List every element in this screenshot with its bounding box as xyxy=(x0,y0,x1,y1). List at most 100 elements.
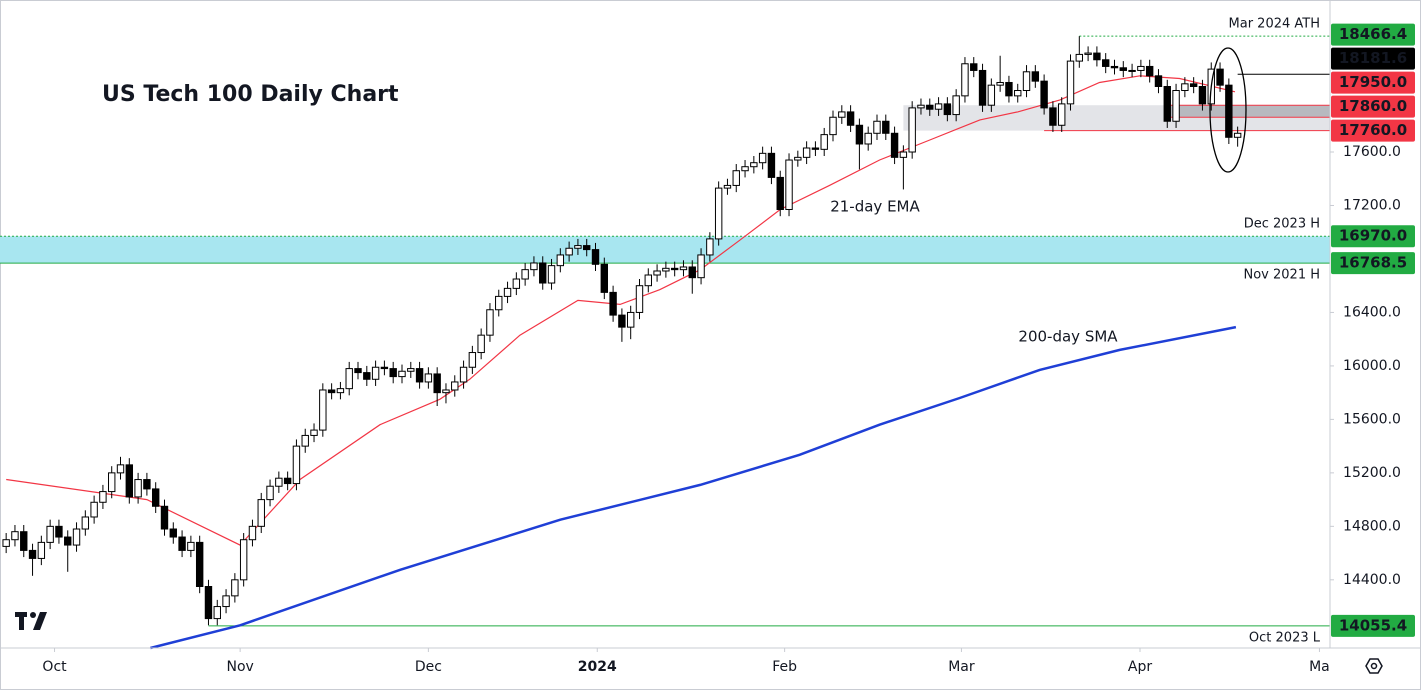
candle-body xyxy=(380,366,389,370)
candle-body xyxy=(46,525,54,543)
candle-body xyxy=(433,373,441,394)
candle-body xyxy=(653,270,661,276)
candle-body xyxy=(459,366,468,383)
candle-body xyxy=(90,501,98,518)
candle-body xyxy=(108,472,116,493)
candle-body xyxy=(978,69,987,106)
candle-body xyxy=(679,266,688,271)
y-tick-label: 14800.0 xyxy=(1343,518,1401,534)
candle-body xyxy=(908,107,916,153)
level-annotation: Mar 2024 ATH xyxy=(1229,17,1320,32)
candle-body xyxy=(1049,107,1057,126)
candle-body xyxy=(706,238,714,256)
candle-body xyxy=(714,187,723,240)
candle-body xyxy=(723,184,732,189)
candle-body xyxy=(1075,53,1084,62)
candle-body xyxy=(125,464,134,498)
candle-body xyxy=(670,267,679,271)
price-label: 16970.0 xyxy=(1339,227,1407,245)
price-label-box xyxy=(1331,47,1415,70)
level-annotation: Dec 2023 H xyxy=(1244,217,1320,232)
candle-body xyxy=(943,103,952,116)
candle-body xyxy=(336,388,345,394)
candle-body xyxy=(1119,67,1127,71)
candle-body xyxy=(345,368,353,390)
candle-body xyxy=(389,368,397,378)
x-tick-label: Ma xyxy=(1309,659,1330,675)
candle-body xyxy=(283,477,292,485)
candle-body xyxy=(213,606,221,620)
price-label: 16768.5 xyxy=(1339,254,1407,272)
candle-body xyxy=(1216,68,1224,86)
background-layer xyxy=(0,35,1330,627)
candle-body xyxy=(477,334,485,354)
candle-body xyxy=(503,287,512,297)
candle-body xyxy=(222,595,230,608)
candle-body xyxy=(424,373,433,383)
level-annotation: Oct 2023 L xyxy=(1249,630,1321,645)
candle-body xyxy=(952,95,960,116)
candle-body xyxy=(767,152,776,178)
candle-body xyxy=(1137,65,1145,71)
candle-body xyxy=(407,368,415,372)
candle-body xyxy=(750,162,758,168)
candle-body xyxy=(820,134,828,150)
candle-body xyxy=(1172,90,1180,122)
candle-body xyxy=(926,104,934,110)
candle-body xyxy=(195,541,204,588)
candle-body xyxy=(873,120,881,134)
candle-body xyxy=(1198,85,1207,105)
candle-body xyxy=(1110,65,1119,69)
candle-body xyxy=(758,152,767,164)
candle-body xyxy=(81,516,90,530)
candle-body xyxy=(204,586,213,620)
candle-body xyxy=(899,151,908,158)
candle-body xyxy=(838,111,846,118)
price-label-box xyxy=(1331,95,1415,118)
candle-body xyxy=(600,263,609,293)
candle-body xyxy=(785,159,793,210)
y-tick-label: 15200.0 xyxy=(1343,465,1401,481)
candle-body xyxy=(187,541,195,551)
logo xyxy=(15,612,47,630)
candle-body xyxy=(662,267,670,272)
candle-body xyxy=(239,539,248,581)
candle-body xyxy=(574,245,582,249)
candle-body xyxy=(354,368,362,374)
candle-body xyxy=(151,488,160,507)
level-annotation: Nov 2021 H xyxy=(1244,268,1321,283)
candle-body xyxy=(134,479,142,498)
candle-body xyxy=(1128,69,1136,72)
candle-body xyxy=(829,116,837,136)
candle-body xyxy=(143,479,151,490)
y-tick-label: 15600.0 xyxy=(1343,411,1401,427)
candle-body xyxy=(635,285,644,313)
y-tick-label: 16400.0 xyxy=(1343,304,1401,320)
settings-icon[interactable] xyxy=(1365,658,1383,674)
candle-body xyxy=(882,120,890,134)
candle-body xyxy=(398,370,406,378)
candle-body xyxy=(1181,83,1189,92)
y-tick-label: 17600.0 xyxy=(1343,144,1401,160)
candle-body xyxy=(160,505,169,530)
candle-body xyxy=(565,247,573,256)
candle-body xyxy=(583,245,591,251)
candle-body xyxy=(468,352,477,368)
candle-body xyxy=(275,477,283,487)
candle-body xyxy=(1022,71,1031,92)
candle-body xyxy=(371,366,380,380)
y-tick-label: 16000.0 xyxy=(1343,358,1401,374)
candle-body xyxy=(890,132,899,158)
candle-body xyxy=(1066,60,1075,105)
candle-body xyxy=(169,528,177,538)
candle-body xyxy=(1005,81,1013,97)
candle-body xyxy=(846,111,855,126)
highlight-ellipse xyxy=(1209,47,1247,173)
candle-body xyxy=(1014,90,1022,97)
indicator-line xyxy=(150,325,1237,650)
candle-body xyxy=(556,254,565,267)
candle-body xyxy=(644,274,652,287)
candle-body xyxy=(776,176,784,210)
